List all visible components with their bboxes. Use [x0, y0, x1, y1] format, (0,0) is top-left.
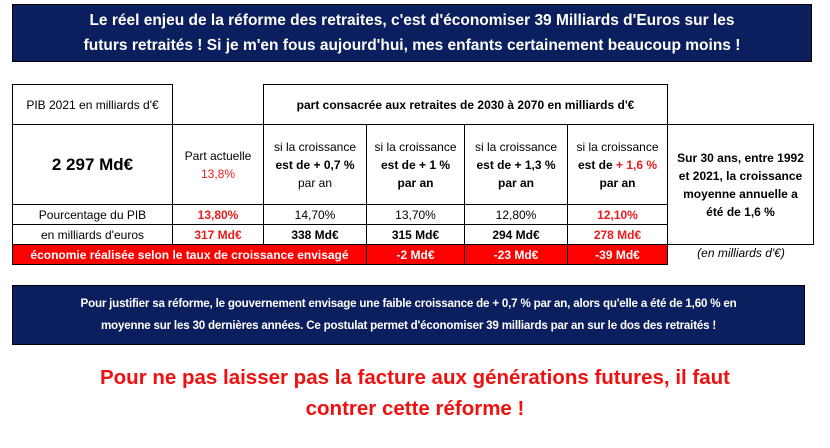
pct-cell: 13,70% [366, 204, 465, 225]
scenario-line: si la croissance [474, 139, 558, 154]
table-header: part consacrée aux retraites de 2030 à 2… [263, 84, 668, 125]
savings-label: économie réalisée selon le taux de crois… [12, 244, 367, 265]
bottom-banner-line2: moyenne sur les 30 dernières années. Ce … [100, 319, 717, 332]
scenario-header-1: si la croissance est de + 1 % par an [366, 124, 465, 205]
scenario-line: par an [497, 175, 534, 190]
current-share-label: Part actuelle [184, 148, 252, 163]
side-note: Sur 30 ans, entre 1992 et 2021, la crois… [677, 150, 804, 219]
cell-value: 12,10% [597, 207, 638, 222]
row-label-md: en milliards d'euros [12, 224, 173, 245]
current-share-cell: Part actuelle 13,8% [172, 124, 264, 205]
top-banner-line1: Le réel enjeu de la réforme des retraite… [89, 12, 735, 29]
scenario-line: par an [297, 175, 333, 190]
pib-label: PIB 2021 en milliards d'€ [26, 97, 159, 112]
pct-cell: 12,10% [567, 204, 668, 225]
cell-value: -2 Md€ [396, 247, 435, 262]
md-cell: 294 Md€ [464, 224, 568, 245]
call-to-action: Pour ne pas laisser pas la facture aux g… [0, 362, 830, 424]
empty-cell [172, 84, 264, 125]
pib-value-cell: 2 297 Md€ [12, 124, 173, 205]
scenario-line: si la croissance [374, 139, 457, 154]
current-pct: 13,80% [172, 204, 264, 225]
row-label-pct: Pourcentage du PIB [12, 204, 173, 225]
savings-cell: -39 Md€ [567, 244, 668, 265]
cell-value: 317 Md€ [194, 227, 242, 242]
md-cell: 315 Md€ [366, 224, 465, 245]
cell-value: 338 Md€ [291, 227, 339, 242]
cell-value: -39 Md€ [595, 247, 640, 262]
current-md: 317 Md€ [172, 224, 264, 245]
savings-cell: -23 Md€ [464, 244, 568, 265]
row-label: en milliards d'euros [40, 227, 144, 242]
cell-value: 294 Md€ [492, 227, 540, 242]
top-banner-line2: futurs retraités ! Si je m'en fous aujou… [83, 37, 741, 54]
pib-value: 2 297 Md€ [51, 154, 134, 174]
scenario-line: si la croissance [273, 139, 357, 154]
scenario-rate: est de + 1 % [380, 157, 451, 172]
scenario-line: si la croissance [576, 139, 659, 154]
pct-cell: 14,70% [263, 204, 367, 225]
top-banner: Le réel enjeu de la réforme des retraite… [12, 4, 812, 62]
cell-value: -23 Md€ [493, 247, 539, 262]
current-share-value: 13,8% [200, 166, 236, 181]
cell-value: 315 Md€ [391, 227, 440, 242]
scenario-header-0: si la croissance est de + 0,7 % par an [263, 124, 367, 205]
row-label: Pourcentage du PIB [38, 207, 147, 222]
unit-note: (en milliards d'€) [697, 246, 785, 260]
scenario-line: par an [397, 175, 434, 190]
cell-value: 13,70% [395, 207, 436, 222]
scenario-line: par an [599, 175, 636, 190]
pib-label-cell: PIB 2021 en milliards d'€ [12, 84, 173, 125]
pct-cell: 12,80% [464, 204, 568, 225]
bottom-banner: Pour justifier sa réforme, le gouverneme… [12, 285, 805, 345]
cell-value: 13,80% [197, 207, 239, 222]
scenario-header-2: si la croissance est de + 1,3 % par an [464, 124, 568, 205]
cta-line2: contrer cette réforme ! [305, 397, 525, 420]
md-cell: 338 Md€ [263, 224, 367, 245]
savings-label-text: économie réalisée selon le taux de crois… [30, 247, 349, 262]
scenario-rate: est de + 1,3 % [476, 157, 556, 172]
md-cell: 278 Md€ [567, 224, 668, 245]
side-note-cell: Sur 30 ans, entre 1992 et 2021, la crois… [667, 124, 814, 245]
scenario-rate: est de + 0,7 % [275, 157, 355, 172]
table-header-text: part consacrée aux retraites de 2030 à 2… [296, 97, 635, 112]
scenario-header-3: si la croissance est de + 1,6 % par an [567, 124, 668, 205]
savings-cell: -2 Md€ [366, 244, 465, 265]
cell-value: 14,70% [294, 207, 336, 222]
cta-line1: Pour ne pas laisser pas la facture aux g… [99, 366, 730, 389]
cell-value: 278 Md€ [593, 227, 642, 242]
scenario-rate: + 1,6 % [615, 157, 658, 172]
scenario-rate-prefix: est de [577, 157, 616, 172]
bottom-banner-line1: Pour justifier sa réforme, le gouverneme… [80, 297, 737, 310]
cell-value: 12,80% [495, 207, 537, 222]
